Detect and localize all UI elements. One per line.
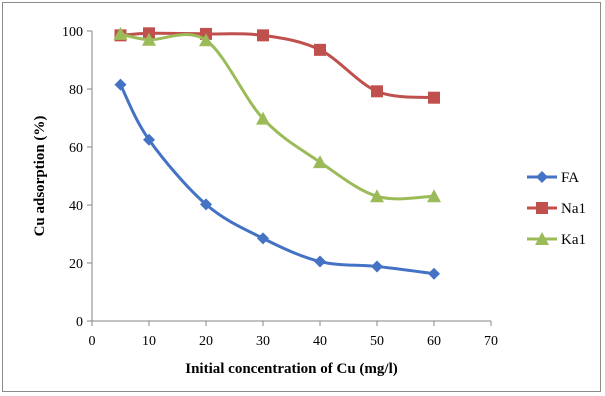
- data-point-fa: [114, 78, 127, 91]
- x-axis-title: Initial concentration of Cu (mg/l): [185, 361, 397, 377]
- data-point-ka1: [427, 189, 441, 203]
- data-point-ka1: [142, 32, 156, 46]
- x-tick-label: 0: [89, 334, 96, 349]
- legend-label-ka1: Ka1: [561, 232, 586, 248]
- data-point-ka1: [113, 26, 128, 40]
- data-point-ka1: [370, 189, 384, 203]
- data-point-fa: [200, 198, 212, 211]
- legend-marker-na1: [536, 202, 548, 214]
- series-line-na1: [120, 31, 435, 100]
- series-line-ka1: [120, 32, 435, 201]
- x-tick-label: 60: [427, 334, 441, 349]
- legend-item-na1: Na1: [527, 201, 586, 217]
- y-tick-label: 80: [69, 83, 83, 98]
- y-tick-label: 100: [62, 25, 83, 40]
- y-axis-title: Cu adsorption (%): [32, 116, 48, 237]
- data-point-fa: [428, 267, 440, 280]
- data-point-na1: [314, 43, 326, 56]
- data-point-ka1: [313, 155, 327, 169]
- x-tick-label: 30: [256, 334, 270, 349]
- data-point-na1: [428, 91, 440, 104]
- y-tick-label: 20: [69, 257, 83, 272]
- y-tick-label: 0: [76, 315, 83, 330]
- legend-item-ka1: Ka1: [527, 232, 586, 248]
- legend-label-fa: FA: [561, 170, 579, 186]
- x-tick-label: 70: [484, 334, 498, 349]
- x-tick-label: 40: [313, 334, 327, 349]
- data-point-fa: [257, 232, 269, 245]
- x-tick-label: 10: [142, 334, 156, 349]
- legend-label-na1: Na1: [561, 201, 586, 217]
- series-fa: [114, 78, 440, 280]
- chart-frame: [2, 2, 601, 392]
- data-point-ka1: [256, 111, 270, 125]
- legend-item-fa: FA: [527, 170, 579, 186]
- x-tick-label: 20: [199, 334, 213, 349]
- legend-marker-fa: [536, 171, 548, 183]
- x-tick-label: 50: [370, 334, 384, 349]
- y-tick-label: 60: [69, 141, 83, 156]
- legend-marker-ka1: [535, 232, 549, 245]
- data-point-ka1: [199, 33, 213, 47]
- series-ka1: [113, 26, 441, 203]
- data-point-fa: [143, 133, 155, 146]
- data-point-fa: [371, 260, 383, 273]
- data-point-na1: [371, 85, 383, 98]
- data-point-na1: [257, 29, 269, 42]
- series-line-fa: [119, 83, 435, 276]
- y-tick-label: 40: [69, 199, 83, 214]
- data-point-fa: [314, 255, 326, 268]
